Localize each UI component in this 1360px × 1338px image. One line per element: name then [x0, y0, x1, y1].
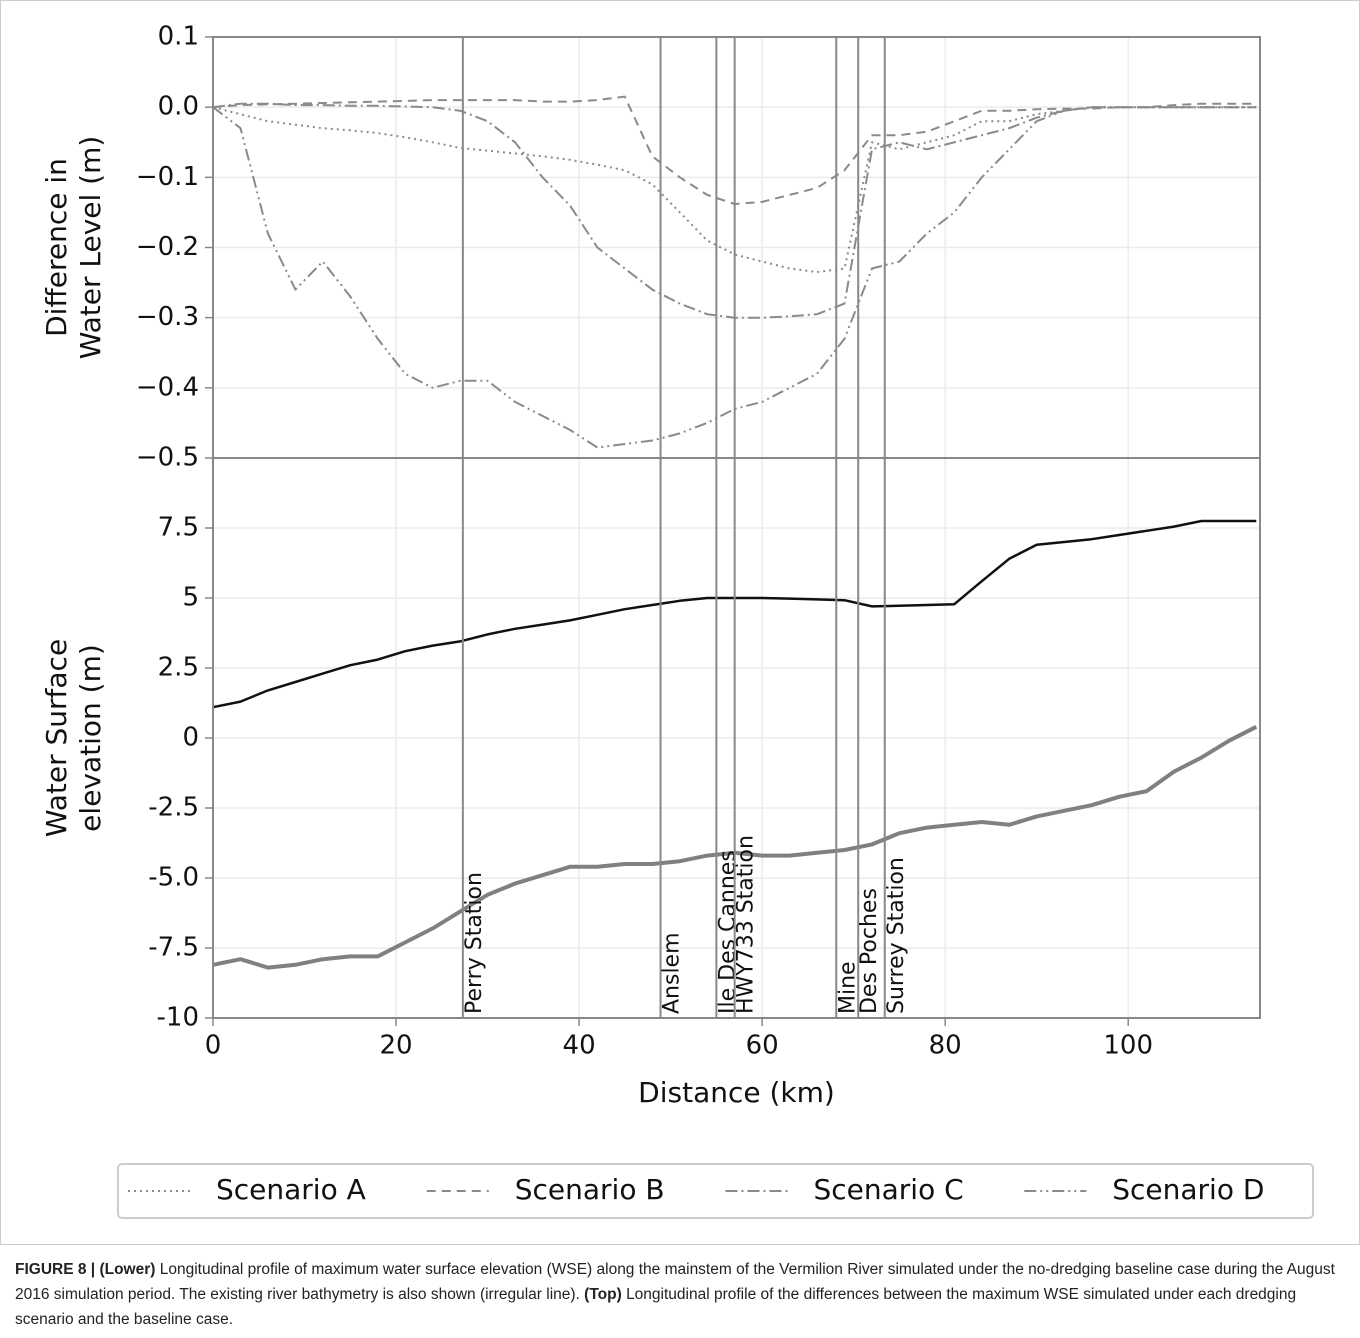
caption: FIGURE 8 | (Lower) Longitudinal profile … [15, 1257, 1340, 1332]
station-label: Perry Station [462, 872, 487, 1014]
legend-label: Scenario D [1112, 1173, 1264, 1206]
x-tick-label: 20 [379, 1031, 412, 1061]
legend-label: Scenario B [515, 1173, 665, 1206]
y-tick-label: -7.5 [148, 933, 199, 963]
y-tick-label: 2.5 [158, 653, 199, 683]
x-tick-label: 60 [746, 1031, 779, 1061]
caption-top-label: (Top) [584, 1286, 622, 1303]
plot-frame [212, 457, 1261, 1019]
y-tick-label: 0 [182, 723, 199, 753]
y-tick-label: -2.5 [148, 793, 199, 823]
caption-top-text: Longitudinal profile of the differences … [15, 1286, 1297, 1328]
y-tick-label: 5 [182, 583, 199, 613]
legend-box [117, 1163, 1314, 1219]
station-label: HWY733 Station [734, 835, 759, 1014]
series-line [212, 106, 1257, 449]
y-axis-label: Water Surface [40, 639, 73, 837]
x-tick-label: 100 [1103, 1031, 1153, 1061]
station-label: Des Poches [857, 888, 882, 1014]
y-tick-label: −0.4 [136, 372, 199, 402]
x-tick-label: 40 [563, 1031, 596, 1061]
y-tick-label: -10 [157, 1003, 199, 1033]
y-axis-label: elevation (m) [74, 644, 107, 832]
y-tick-label: 0.1 [158, 22, 199, 52]
station-label: Ile Des Cannes [715, 850, 740, 1014]
station-label: Surrey Station [884, 857, 909, 1014]
y-tick-label: −0.3 [136, 302, 199, 332]
station-label: Mine [835, 961, 860, 1014]
caption-lower-text: Longitudinal profile of maximum water su… [15, 1261, 1335, 1303]
legend-label: Scenario A [216, 1173, 366, 1206]
station-label: Anslem [660, 932, 685, 1014]
y-tick-label: −0.1 [136, 162, 199, 192]
caption-lower-label: (Lower) [99, 1261, 156, 1278]
y-tick-label: -5.0 [148, 863, 199, 893]
x-tick-label: 80 [929, 1031, 962, 1061]
y-tick-label: 0.0 [158, 92, 199, 122]
legend-label: Scenario C [814, 1173, 964, 1206]
x-axis-label: Distance (km) [638, 1076, 835, 1109]
y-tick-label: −0.5 [136, 443, 199, 473]
caption-figure: FIGURE 8 | [15, 1261, 96, 1278]
y-tick-label: 7.5 [158, 513, 199, 543]
y-axis-label: Water Level (m) [74, 136, 107, 360]
y-axis-label: Difference in [40, 158, 73, 337]
x-tick-label: 0 [205, 1031, 222, 1061]
y-tick-label: −0.2 [136, 232, 199, 262]
